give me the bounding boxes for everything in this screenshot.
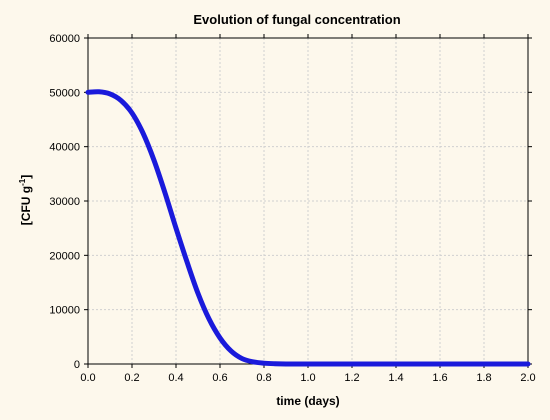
x-tick-label: 1.4 bbox=[388, 372, 403, 384]
x-tick-label: 0.8 bbox=[256, 372, 271, 384]
data-point bbox=[482, 362, 486, 366]
data-point bbox=[174, 226, 178, 230]
y-tick-labels: 0 10000 20000 30000 40000 50000 60000 bbox=[49, 33, 80, 371]
x-tick-label: 1.2 bbox=[344, 372, 359, 384]
data-point bbox=[251, 360, 255, 364]
x-tick-label: 1.8 bbox=[476, 372, 491, 384]
data-point bbox=[108, 92, 112, 96]
x-tick-label: 2.0 bbox=[520, 372, 535, 384]
data-point bbox=[229, 349, 233, 353]
data-point bbox=[196, 291, 200, 295]
y-axis-label-main: [CFU g bbox=[19, 186, 33, 225]
data-point bbox=[262, 361, 266, 365]
y-axis-label: [CFU g-1] bbox=[18, 175, 33, 225]
data-point bbox=[130, 111, 134, 115]
y-tick-label: 10000 bbox=[49, 305, 80, 317]
y-axis-label-sup: -1 bbox=[18, 178, 27, 186]
data-point bbox=[86, 90, 90, 94]
data-point bbox=[185, 260, 189, 264]
data-point bbox=[273, 362, 277, 366]
data-point bbox=[306, 362, 310, 366]
x-tick-labels: 0.0 0.2 0.4 0.6 0.8 1.0 1.2 1.4 1.6 1.8 2.0 bbox=[80, 372, 535, 384]
grid-lines bbox=[88, 38, 528, 364]
data-point bbox=[394, 362, 398, 366]
data-point bbox=[97, 90, 101, 94]
y-tick-label: 0 bbox=[74, 359, 80, 371]
y-tick-label: 50000 bbox=[49, 87, 80, 99]
data-point bbox=[207, 317, 211, 321]
y-tick-label: 30000 bbox=[49, 196, 80, 208]
x-tick-label: 0.6 bbox=[212, 372, 227, 384]
chart-title: Evolution of fungal concentration bbox=[193, 12, 400, 27]
x-tick-label: 1.0 bbox=[300, 372, 315, 384]
data-point bbox=[240, 357, 244, 361]
data-point bbox=[526, 362, 530, 366]
data-point bbox=[218, 336, 222, 340]
x-tick-label: 1.6 bbox=[432, 372, 447, 384]
x-tick-label: 0.4 bbox=[168, 372, 183, 384]
x-tick-label: 0.0 bbox=[80, 372, 95, 384]
data-point bbox=[350, 362, 354, 366]
data-point bbox=[438, 362, 442, 366]
y-tick-label: 20000 bbox=[49, 250, 80, 262]
y-tick-label: 60000 bbox=[49, 33, 80, 45]
y-tick-label: 40000 bbox=[49, 142, 80, 154]
y-axis-label-close: ] bbox=[19, 175, 33, 179]
data-point bbox=[163, 191, 167, 195]
data-point bbox=[152, 158, 156, 162]
x-axis-label: time (days) bbox=[276, 394, 339, 408]
x-tick-label: 0.2 bbox=[124, 372, 139, 384]
data-point bbox=[284, 362, 288, 366]
series-layer bbox=[85, 89, 531, 367]
data-point bbox=[141, 131, 145, 135]
data-point bbox=[119, 98, 123, 102]
